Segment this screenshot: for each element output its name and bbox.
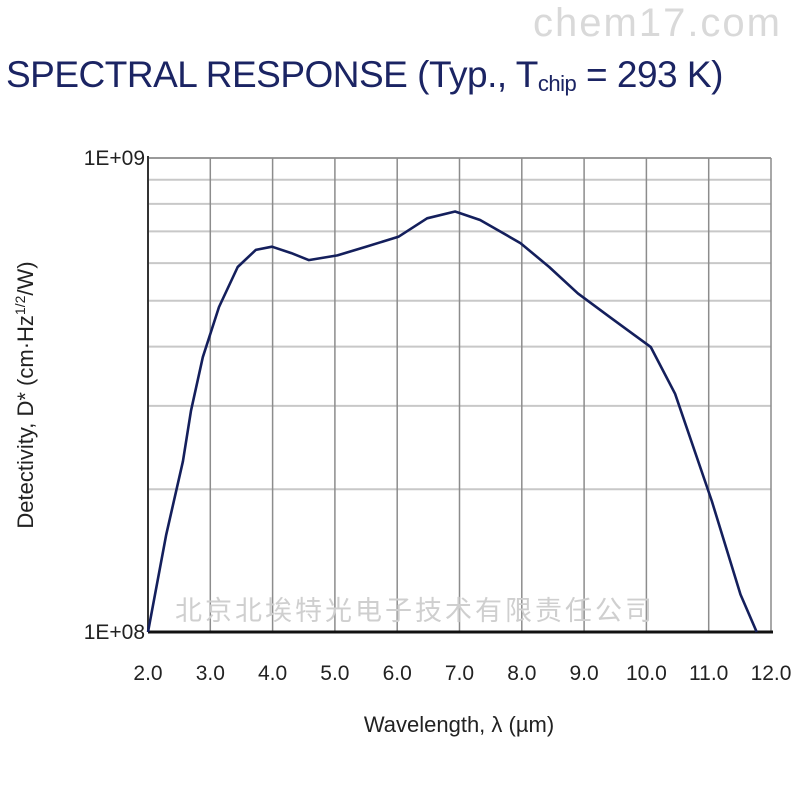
x-tick-label: 10.0 — [626, 662, 667, 685]
y-tick-label: 1E+09 — [84, 147, 145, 170]
x-tick-label: 8.0 — [507, 662, 536, 685]
watermark-company: 北京北埃特光电子技术有限责任公司 — [175, 596, 655, 626]
x-tick-label: 4.0 — [258, 662, 287, 685]
x-tick-label: 6.0 — [383, 662, 412, 685]
y-axis-label: Detectivity, D* (cm·Hz1/2/W) — [12, 261, 38, 528]
x-tick-label: 3.0 — [196, 662, 225, 685]
x-tick-label: 2.0 — [133, 662, 162, 685]
y-tick-label: 1E+08 — [84, 621, 145, 644]
x-tick-label: 9.0 — [569, 662, 598, 685]
series-line — [146, 210, 758, 633]
x-axis-label: Wavelength, λ (µm) — [364, 712, 554, 737]
chart-title: SPECTRAL RESPONSE (Typ., Tchip = 293 K) — [6, 54, 723, 96]
x-tick-label: 5.0 — [320, 662, 349, 685]
watermark-site: chem17.com — [533, 1, 782, 45]
x-tick-label: 12.0 — [751, 662, 792, 685]
x-tick-label: 11.0 — [689, 662, 728, 685]
x-tick-label: 7.0 — [445, 662, 474, 685]
